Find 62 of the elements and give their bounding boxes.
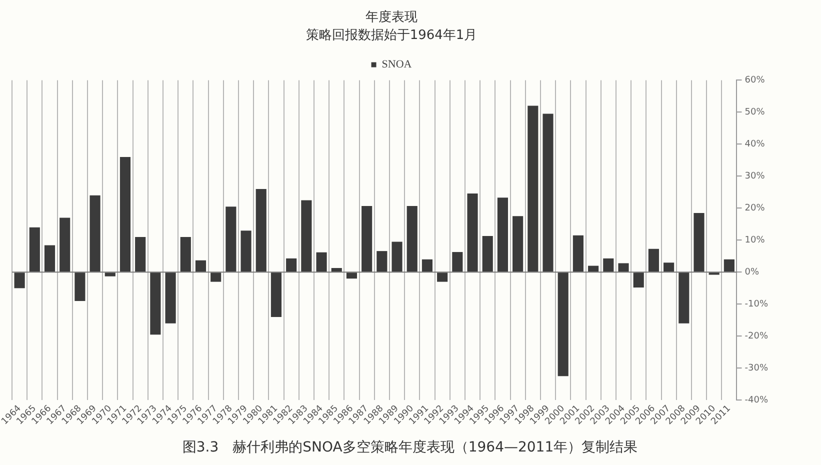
y-tick-label: 50%: [744, 108, 766, 118]
bar: [618, 263, 629, 272]
y-tick-label: 30%: [744, 172, 766, 182]
bar: [437, 272, 448, 282]
bar: [422, 259, 433, 272]
bar: [240, 230, 252, 272]
bar: [376, 251, 388, 272]
caption: 图3.3 赫什利弗的SNOA多空策略年度表现（1964—2011年）复制结果: [182, 440, 638, 456]
bar: [104, 272, 116, 276]
bar: [392, 242, 402, 272]
bar: [528, 106, 538, 272]
bar: [301, 200, 312, 272]
bar: [150, 272, 161, 335]
bar: [270, 272, 282, 317]
bar: [195, 260, 206, 272]
bar: [694, 212, 704, 272]
bar: [180, 236, 191, 272]
bar: [664, 262, 674, 272]
y-tick-label: 0%: [744, 268, 760, 278]
bar: [14, 272, 25, 288]
bar: [362, 206, 372, 272]
y-tick-label: -20%: [744, 332, 768, 342]
y-tick-label: -10%: [744, 300, 768, 310]
bar: [74, 272, 86, 301]
bar: [44, 245, 56, 272]
bar: [467, 193, 478, 272]
y-tick-label: -30%: [744, 364, 768, 374]
bar: [346, 272, 358, 279]
y-tick-label: -40%: [744, 396, 768, 406]
bar: [724, 259, 734, 272]
bar: [678, 272, 690, 324]
bar: [165, 272, 176, 324]
bar: [588, 266, 599, 272]
bar: [558, 272, 568, 376]
bar: [316, 252, 327, 272]
bar: [29, 227, 40, 272]
bar: [331, 268, 342, 272]
chart-subtitle: 策略回报数据始于1964年1月: [306, 28, 478, 43]
bar: [210, 272, 222, 282]
bar: [512, 216, 524, 272]
bar: [286, 258, 297, 272]
bar: [648, 248, 659, 272]
bar: [90, 195, 100, 272]
bar: [572, 235, 584, 272]
bar: [452, 252, 463, 272]
chart-title: 年度表现: [366, 9, 418, 26]
bar: [406, 206, 418, 272]
bar: [603, 258, 614, 272]
bar: [482, 236, 493, 272]
y-tick-label: 10%: [744, 236, 766, 246]
y-tick-label: 40%: [744, 140, 766, 150]
legend-label: SNOA: [382, 58, 412, 71]
bar: [633, 272, 644, 288]
bar: [135, 236, 146, 272]
bar: [120, 156, 131, 272]
bar: [226, 206, 236, 272]
bar: [497, 198, 508, 272]
bar: [542, 114, 554, 272]
y-tick-label: 20%: [744, 204, 766, 214]
bar: [60, 218, 70, 272]
bar: [256, 188, 266, 272]
y-tick-label: 60%: [744, 76, 766, 86]
